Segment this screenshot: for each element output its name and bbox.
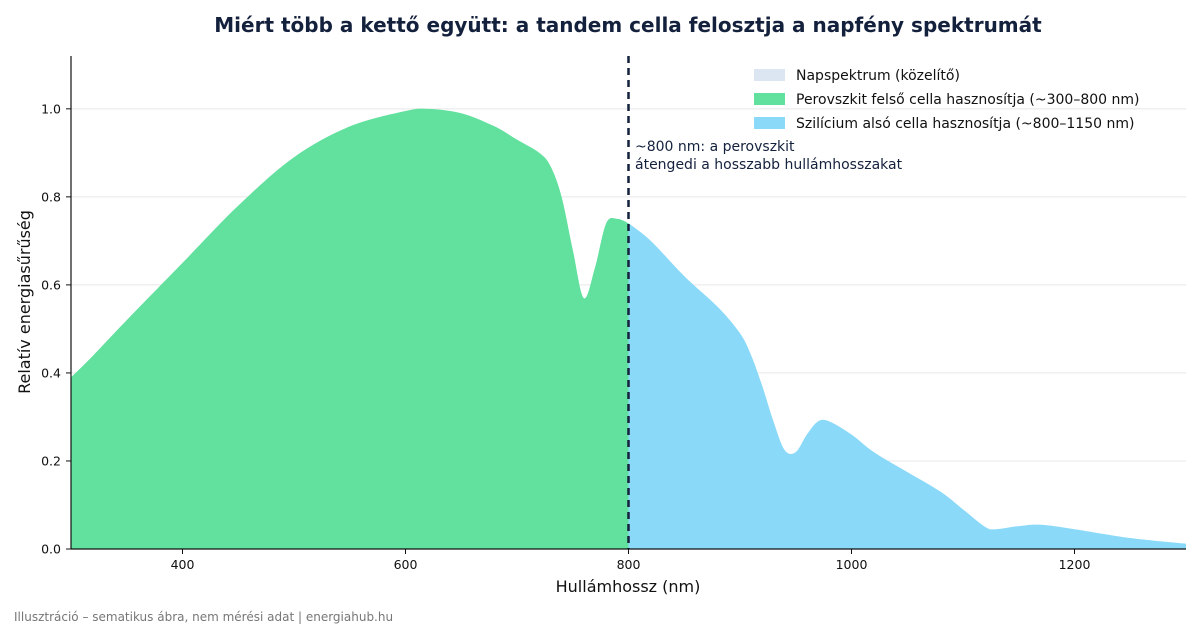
y-tick-label: 0.4 — [41, 365, 61, 380]
area-silicon — [628, 223, 1186, 549]
y-axis-label: Relatív energiasűrűség — [15, 210, 34, 394]
annotation: ~800 nm: a perovszkit átengedi a hosszab… — [635, 139, 903, 173]
x-tick-label: 800 — [617, 557, 641, 572]
y-tick-label: 1.0 — [41, 101, 61, 116]
x-tick-label: 1200 — [1059, 557, 1091, 572]
x-tick-label: 600 — [394, 557, 418, 572]
legend-swatch-silicon — [754, 117, 785, 129]
x-axis-label: Hullámhossz (nm) — [556, 577, 701, 596]
legend: Napspektrum (közelítő) Perovszkit felső … — [754, 68, 1139, 132]
legend-swatch-spectrum — [754, 69, 785, 81]
y-ticks: 0.0 0.2 0.4 0.6 0.8 1.0 — [41, 101, 71, 557]
x-tick-label: 400 — [171, 557, 195, 572]
footer-credit: Illusztráció – sematikus ábra, nem mérés… — [14, 610, 393, 624]
x-tick-label: 1000 — [836, 557, 868, 572]
legend-label-perovskite: Perovszkit felső cella hasznosítja (~300… — [796, 92, 1139, 108]
y-tick-label: 0.2 — [41, 453, 61, 468]
annotation-line-1: ~800 nm: a perovszkit — [635, 139, 795, 155]
y-tick-label: 0.0 — [41, 542, 61, 557]
area-perovskite — [71, 108, 629, 549]
y-tick-label: 0.6 — [41, 277, 61, 292]
legend-label-spectrum: Napspektrum (közelítő) — [796, 68, 960, 84]
chart-title: Miért több a kettő együtt: a tandem cell… — [214, 13, 1042, 37]
legend-label-silicon: Szilícium alsó cella hasznosítja (~800–1… — [796, 116, 1134, 132]
legend-swatch-perovskite — [754, 93, 785, 105]
annotation-line-2: átengedi a hosszabb hullámhosszakat — [635, 157, 903, 173]
x-ticks: 400 600 800 1000 1200 — [171, 549, 1091, 572]
y-tick-label: 0.8 — [41, 189, 61, 204]
plot-area — [71, 108, 1186, 549]
